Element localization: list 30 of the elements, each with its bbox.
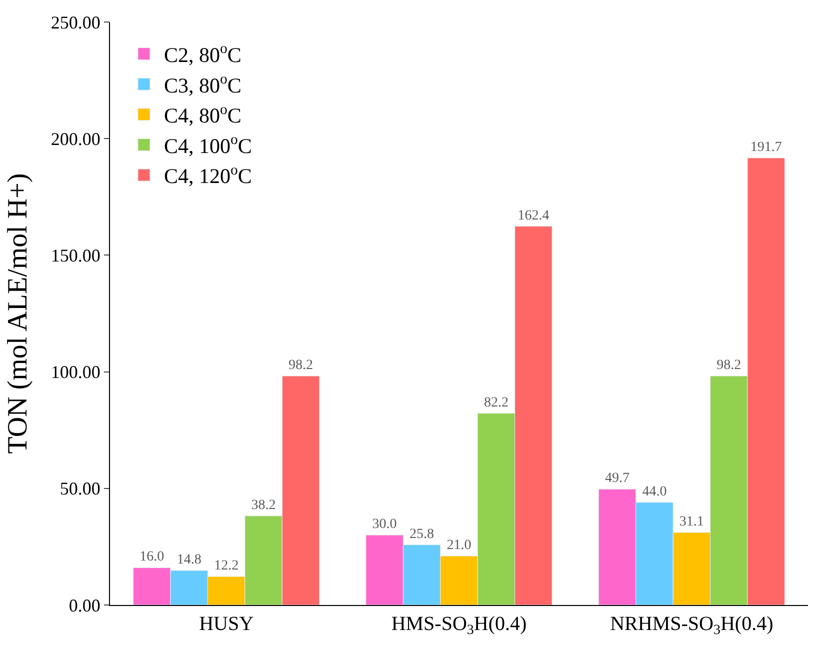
y-tick-label: 100.00 <box>50 362 100 382</box>
data-label: 21.0 <box>446 538 472 554</box>
data-label: 49.7 <box>604 471 630 486</box>
data-label: 98.2 <box>288 358 314 373</box>
data-label: 31.1 <box>679 514 704 530</box>
data-label: 82.2 <box>484 395 508 410</box>
data-label: 162.4 <box>518 208 550 224</box>
x-tick-label: HMS-SO$_{3}$H(0.4) <box>391 613 527 638</box>
y-tick-label: 150.00 <box>50 246 100 266</box>
y-tick-label: 50.00 <box>60 478 100 499</box>
data-label: 98.2 <box>716 358 742 373</box>
x-tick-label: HUSY <box>199 613 254 635</box>
legend-label: C4, 100$^{o}$C <box>164 132 252 158</box>
data-label: 14.8 <box>176 552 202 568</box>
y-tick-label: 250.00 <box>50 12 100 32</box>
x-tick-label: NRHMS-SO$_{3}$H(0.4) <box>610 613 774 638</box>
data-label: 38.2 <box>251 498 276 513</box>
legend-label: C4, 80$^{o}$C <box>164 102 242 128</box>
data-label: 16.0 <box>140 550 164 565</box>
y-tick-label: 200.00 <box>50 128 100 149</box>
data-label: 44.0 <box>642 484 667 500</box>
y-axis-title: TON (mol ALE/mol H+) <box>2 173 34 454</box>
legend-label: C3, 80$^{o}$C <box>164 71 242 98</box>
data-label: 191.7 <box>750 140 782 155</box>
data-label: 25.8 <box>410 526 434 542</box>
legend-label: C4, 120$^{o}$C <box>164 162 252 188</box>
y-tick-label: 0.00 <box>68 595 100 616</box>
data-label: 12.2 <box>214 558 239 574</box>
data-label: 30.0 <box>372 517 397 532</box>
legend-label: C2, 80$^{o}$C <box>164 41 242 67</box>
